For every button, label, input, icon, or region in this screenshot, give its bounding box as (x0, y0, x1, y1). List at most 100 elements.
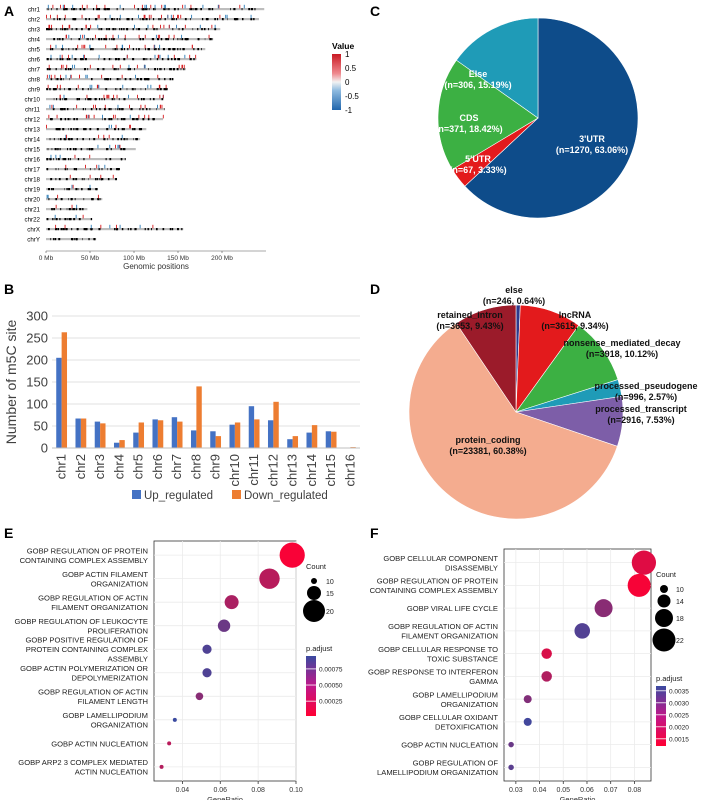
dot-gobp-regulation-of-actin-filament-organization (574, 623, 590, 639)
chromosome-band (104, 108, 106, 111)
chromosome-band (142, 58, 145, 61)
bar-up-regulated-chr7 (171, 417, 178, 448)
chromosome-band (97, 178, 99, 181)
m5c-site-mark (144, 34, 146, 39)
pie-slice-cds (437, 59, 539, 170)
chromosome-band (67, 118, 70, 121)
chromosome-band (67, 68, 70, 71)
pie-value-retained-intron: (n=3653, 9.43%) (436, 321, 503, 331)
m5c-site-mark (81, 4, 83, 9)
chromosome-band (82, 178, 84, 181)
m5c-site-mark (82, 214, 84, 219)
chromosome-band (114, 228, 116, 231)
chromosome-band (74, 18, 76, 21)
m5c-site-mark (178, 64, 180, 69)
term-label: ORGANIZATION (441, 700, 498, 709)
chromosome-band (68, 88, 69, 91)
chromosome-band (138, 48, 140, 51)
m5c-site-mark (146, 4, 147, 9)
chromosome-band (214, 28, 217, 31)
chromosome-band (48, 68, 51, 71)
chromosome-band (57, 38, 59, 41)
term-label: DETOXIFICATION (435, 723, 498, 732)
bar-down-regulated-chr1 (61, 332, 68, 448)
chromosome-band (93, 238, 96, 241)
chromosome-band (106, 128, 109, 131)
chromosome-label-chr20: chr20 (25, 197, 41, 204)
m5c-site-mark (65, 34, 67, 39)
m5c-site-mark (226, 14, 228, 19)
chromosome-band (97, 198, 100, 201)
m5c-site-mark (47, 4, 49, 9)
chromosome-band (180, 68, 182, 71)
m5c-site-mark (71, 184, 73, 189)
chromosome-band (77, 128, 79, 131)
x-tick-label-chr16: chr16 (342, 454, 357, 487)
chromosome-band (124, 38, 126, 41)
m5c-site-mark (76, 104, 78, 109)
term-label: LAMELLIPODIUM ORGANIZATION (377, 768, 498, 777)
chromosome-band (81, 28, 83, 31)
chromosome-band (64, 18, 66, 21)
chromosome-label-chr21: chr21 (25, 207, 41, 214)
chromosome-band (142, 98, 145, 101)
chromosome-band (68, 128, 69, 131)
term-label: GOBP POSITIVE REGULATION OF (25, 636, 148, 645)
chromosome-band (111, 108, 112, 111)
legend-tick-label: 0 (345, 78, 350, 87)
m5c-site-mark (72, 4, 74, 9)
chromosome-band (56, 8, 58, 11)
legend-title: Value (332, 41, 354, 51)
chromosome-band (67, 28, 69, 31)
m5c-site-mark (85, 114, 87, 119)
chromosome-band (70, 128, 72, 131)
size-legend-label: 10 (326, 579, 334, 586)
chromosome-band (131, 88, 133, 91)
chromosome-band (98, 8, 101, 11)
chromosome-band (126, 18, 129, 21)
go-dotplot-e: 0.04 0.06 0.08 0.10 GeneRatio GOBP REGULATION… (15, 540, 343, 800)
chromosome-band (171, 78, 174, 81)
size-legend-label: 14 (676, 599, 684, 606)
m5c-site-mark (90, 224, 92, 229)
x-tick-label-chr12: chr12 (265, 454, 280, 487)
chromosome-band (73, 118, 76, 121)
chromosome-band (84, 68, 87, 71)
chromosome-band (57, 228, 60, 231)
dot-gobp-cellular-response-to-toxic-substance (541, 648, 552, 659)
chromosome-band (92, 198, 94, 201)
chromosome-band (173, 18, 175, 21)
m5c-site-mark (50, 74, 52, 79)
color-legend-label: 0.0035 (669, 688, 689, 695)
y-tick-label: 200 (26, 353, 48, 368)
dot-gobp-regulation-of-actin-filament-organization (224, 595, 239, 610)
chromosome-band (56, 78, 59, 81)
color-legend-bar (306, 656, 316, 716)
chromosome-band (154, 68, 157, 71)
chromosome-band (68, 48, 70, 51)
chromosome-band (194, 8, 197, 11)
chromosome-band (111, 118, 113, 121)
chromosome-band (156, 48, 157, 51)
m5c-site-mark (108, 94, 110, 99)
chromosome-band (96, 8, 99, 11)
chromosome-band (76, 228, 79, 231)
chromosome-label-chr12: chr12 (25, 117, 41, 124)
chromosome-band (104, 8, 107, 11)
chromosome-band (83, 158, 85, 161)
chromosome-band (142, 118, 145, 121)
chromosome-band (165, 38, 168, 41)
chromosome-band (74, 148, 77, 151)
m5c-site-mark (50, 154, 52, 159)
chromosome-band (49, 138, 51, 141)
chromosome-band (85, 228, 88, 231)
chromosome-band (236, 18, 238, 21)
chromosome-band (98, 178, 100, 181)
m5c-site-mark (66, 64, 68, 69)
pie-label-lncrna: lncRNA (559, 310, 592, 320)
m5c-site-mark (54, 214, 56, 219)
y-tick-label: 250 (26, 331, 48, 346)
x-tick-label: 0.08 (628, 787, 642, 794)
m5c-site-mark (164, 4, 166, 9)
dot-gobp-positive-regulation-of-protein-containing-complex-assembly (202, 644, 212, 654)
